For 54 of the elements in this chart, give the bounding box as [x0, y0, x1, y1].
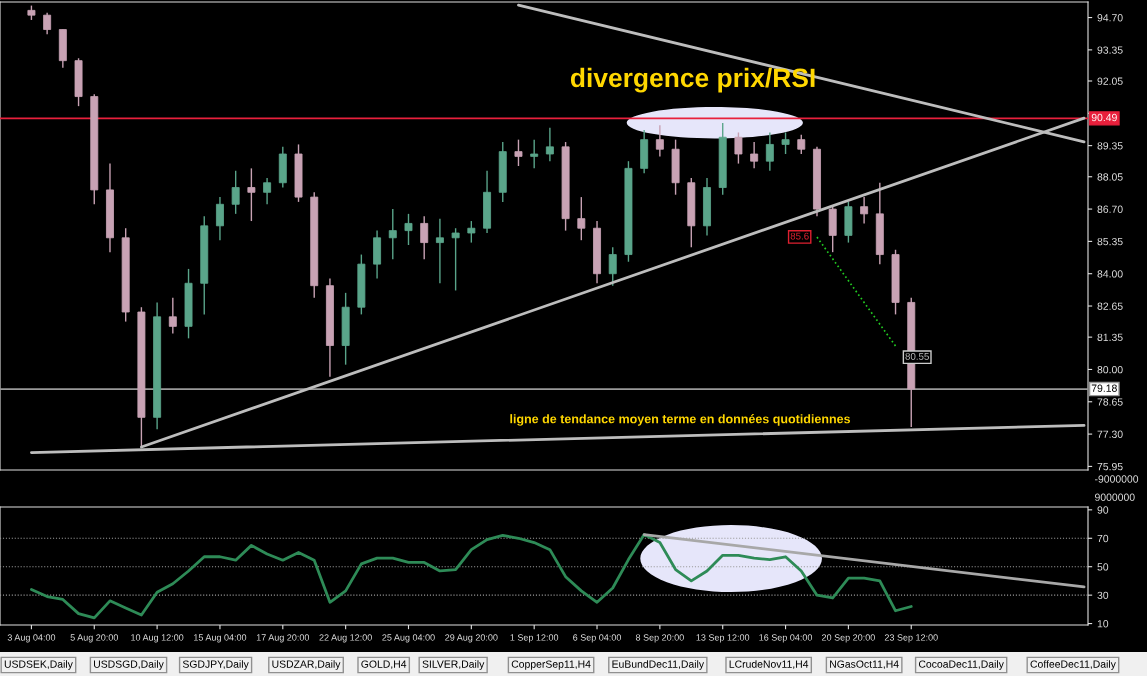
x-tick-label: 23 Sep 12:00	[884, 634, 938, 643]
x-tick-label: 13 Sep 12:00	[696, 634, 750, 643]
x-tick-label: 10 Aug 12:00	[131, 634, 184, 643]
y-tick-label: 81.35	[1097, 333, 1123, 342]
annotation: 80.55	[905, 352, 929, 360]
y-tick-label: 84.00	[1097, 270, 1123, 278]
text: -9000000	[1094, 475, 1139, 483]
y-tick-label: 88.05	[1097, 173, 1123, 181]
x-tick-label: 29 Aug 20:00	[445, 634, 498, 643]
y-tick-label: 93.35	[1097, 46, 1123, 54]
annotation: divergence prix/RSI	[570, 67, 815, 93]
y-tick-label: 75.95	[1097, 462, 1123, 471]
x-tick-label: 17 Aug 20:00	[256, 634, 310, 643]
ref-line-label: 79.18	[1091, 384, 1117, 392]
text: SGDJPY,Daily	[182, 660, 249, 670]
y-tick-label: 30	[1097, 591, 1109, 600]
y-tick-label: 94.70	[1097, 14, 1123, 22]
text: NGasOct11,H4	[830, 660, 899, 670]
x-tick-label: 1 Sep 12:00	[510, 634, 559, 643]
text: EuBundDec11,Daily	[612, 660, 705, 670]
ref-line-label: 90.49	[1091, 113, 1117, 122]
x-tick-label: 5 Aug 20:00	[70, 634, 119, 643]
text: LCrudeNov11,H4	[729, 660, 809, 670]
x-tick-label: 15 Aug 04:00	[194, 634, 247, 643]
text: CoffeeDec11,Daily	[1030, 660, 1116, 670]
text: USDSEK,Daily	[4, 660, 73, 670]
annotation: 85.6	[790, 232, 809, 240]
annotation: ligne de tendance moyen terme en données quotidiennes	[510, 414, 851, 426]
y-tick-label: 70	[1097, 534, 1109, 543]
text: 9000000	[1095, 493, 1135, 501]
y-tick-label: 80.00	[1097, 365, 1123, 374]
y-tick-label: 50	[1097, 563, 1109, 571]
text: GOLD,H4	[361, 660, 407, 670]
y-tick-label: 82.65	[1097, 302, 1123, 310]
text: CopperSep11,H4	[511, 660, 591, 670]
x-tick-label: 20 Sep 20:00	[822, 634, 875, 643]
y-tick-label: 89.35	[1097, 142, 1123, 150]
text: USDZAR,Daily	[272, 660, 341, 670]
x-tick-label: 22 Aug 12:00	[319, 634, 372, 643]
x-tick-label: 3 Aug 04:00	[7, 634, 56, 643]
y-tick-label: 86.70	[1097, 205, 1123, 213]
x-tick-label: 8 Sep 20:00	[635, 634, 684, 643]
text: USDSGD,Daily	[94, 660, 164, 670]
x-tick-label: 16 Sep 04:00	[759, 634, 813, 643]
y-tick-label: 90	[1097, 506, 1109, 514]
text: SILVER,Daily	[422, 660, 485, 670]
y-tick-label: 10	[1097, 620, 1109, 628]
text: CocoaDec11,Daily	[918, 660, 1004, 670]
x-tick-label: 6 Sep 04:00	[573, 634, 622, 643]
y-tick-label: 85.35	[1097, 237, 1123, 246]
y-tick-label: 78.65	[1097, 398, 1123, 406]
y-tick-label: 92.05	[1097, 77, 1123, 85]
y-tick-label: 77.30	[1097, 430, 1123, 438]
x-tick-label: 25 Aug 04:00	[382, 634, 435, 643]
